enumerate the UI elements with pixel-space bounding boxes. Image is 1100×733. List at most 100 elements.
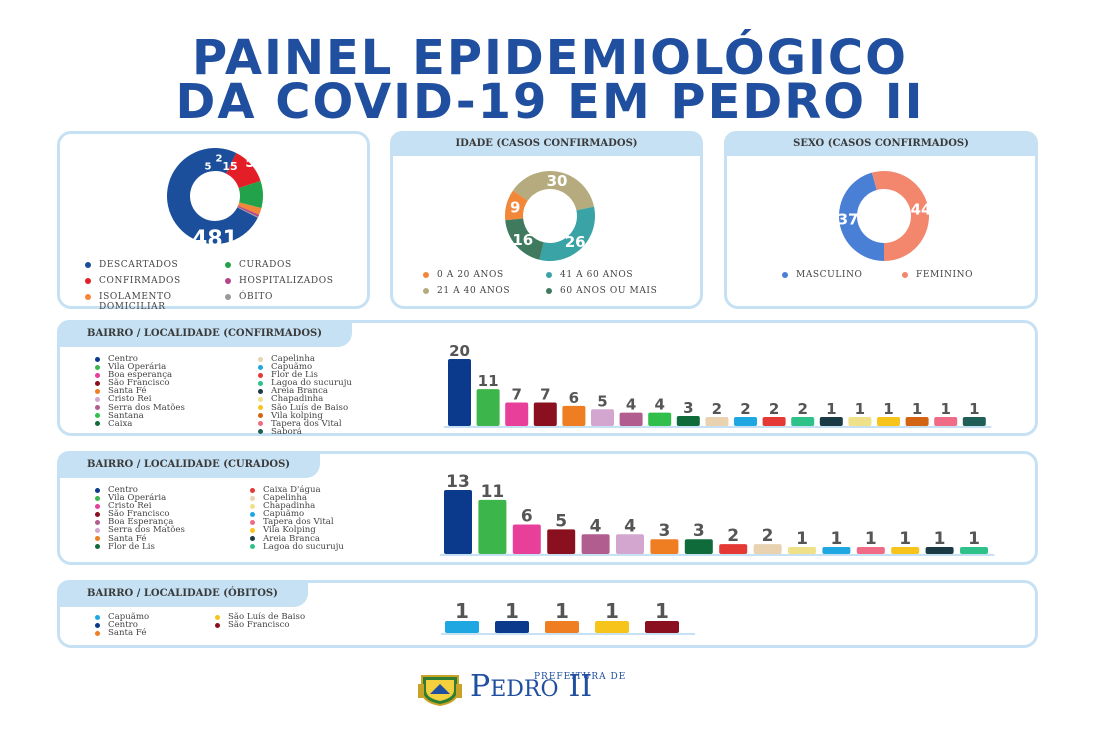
confirmed-legend-item-santa-fe: Santa Fé (95, 387, 185, 396)
deaths-legend-item-centro: Centro (95, 621, 149, 629)
cured-legend-item-tapera-dos-vital: Tapera dos Vital (250, 518, 344, 527)
bar-value-15: 1 (934, 529, 946, 549)
bar-19 (962, 417, 986, 426)
legend-swatch (95, 511, 100, 517)
legend-swatch (95, 364, 100, 370)
bar-value-13: 2 (797, 400, 807, 418)
bar-1 (444, 490, 472, 554)
bar-value-6: 4 (624, 516, 636, 536)
bar-value-14: 1 (826, 400, 836, 418)
legend-label: Tapera dos Vital (271, 418, 342, 429)
legend-item-feminino: FEMININO (902, 270, 1022, 280)
bar-4 (595, 621, 629, 633)
bar-5 (562, 405, 586, 426)
cured-bar-chart: 13 116 5 4 4 3 3 2 2 1 1 1 1 1 1 (440, 472, 995, 556)
bar-value-2: 11 (478, 372, 499, 390)
slice-label-0-a-20-anos: 9 (510, 198, 520, 216)
deaths-by-neighborhood-panel: BAIRRO / LOCALIDADE (ÓBITOS) Capuãmo Cent… (57, 580, 1038, 648)
bar-value-5: 1 (655, 599, 669, 623)
legend-label: São Luís de Baiso (271, 402, 349, 413)
confirmed-legend-item-sao-luis-de-baiso: São Luís de Baiso (258, 402, 352, 413)
bar-14 (891, 547, 920, 554)
legend-swatch (95, 356, 100, 362)
legend-item-hospitalizados: HOSPITALIZADOS (225, 276, 365, 286)
bar-value-4: 1 (605, 599, 619, 623)
bar-value-9: 2 (727, 526, 739, 546)
city-coat-of-arms-icon (418, 674, 462, 706)
legend-swatch (250, 495, 255, 501)
deaths-legend-item-sao-luis-de-baiso: São Luís de Baiso (215, 613, 305, 621)
legend-label: Lagoa do sucuruju (263, 541, 344, 552)
bar-18 (934, 417, 958, 426)
legend-swatch (95, 630, 100, 636)
deaths-legend-item-sao-francisco: São Francisco (215, 621, 305, 629)
bar-12 (762, 417, 786, 426)
slice-feminino (871, 171, 929, 261)
bar-3 (545, 621, 579, 633)
legend-label: Saborá (271, 426, 302, 437)
confirmed-legend-item-caixa: Caixa (95, 419, 185, 428)
bar-value-3: 7 (511, 386, 521, 404)
cured-by-neighborhood-panel: BAIRRO / LOCALIDADE (CURADOS) Centro Vila… (57, 451, 1038, 565)
age-panel: IDADE (CASOS CONFIRMADOS) 9 30 26 16 0 A 20… (390, 131, 703, 309)
age-panel-header: IDADE (CASOS CONFIRMADOS) (390, 131, 703, 156)
legend-item-41-60: 41 A 60 ANOS (546, 270, 686, 280)
slice-label-isolamento-domiciliar: 15 (222, 160, 237, 173)
cured-legend-item-capuamo: Capuãmo (250, 510, 344, 519)
legend-label: Centro (108, 620, 138, 631)
cured-legend-item-capelinha: Capelinha (250, 494, 344, 502)
bar-11 (788, 547, 816, 554)
deaths-legend-item-santa-fe: Santa Fé (95, 628, 149, 639)
legend-label: São Francisco (108, 378, 170, 389)
bar-4 (547, 529, 576, 554)
bar-value-2: 11 (481, 482, 505, 502)
sex-panel: SEXO (CASOS CONFIRMADOS) 37 44 MASCULINO … (724, 131, 1038, 309)
legend-label: Lagoa do sucuruju (271, 378, 352, 389)
logo-letter-p: P (470, 669, 491, 704)
legend-label: Cristo Rei (108, 501, 152, 512)
slice-60-anos-ou-mais (505, 218, 544, 260)
bar-value-15: 1 (855, 400, 865, 418)
legend-swatch (95, 527, 100, 533)
bar-11 (734, 417, 757, 426)
bar-6 (591, 409, 614, 426)
legend-label: São Francisco (108, 509, 170, 520)
bar-15 (848, 417, 872, 426)
confirmed-legend-item-tapera-dos-vital: Tapera dos Vital (258, 418, 352, 429)
legend-swatch (95, 519, 100, 525)
legend-swatch (258, 429, 263, 435)
slice-label-obito: 2 (216, 154, 223, 165)
cured-legend-item-flor-de-lis: Flor de Lis (95, 542, 185, 551)
cured-legend-item-caixa-d-agua: Caixa D'água (250, 486, 344, 494)
legend-swatch (258, 413, 263, 419)
sex-donut-chart: 37 44 (838, 171, 931, 261)
bar-2 (478, 499, 507, 554)
confirmed-legend-item-capuamo: Capuãmo (258, 363, 352, 371)
legend-label: Santa Fé (108, 628, 147, 639)
confirmed-legend-item-areia-branca: Areia Branca (258, 387, 352, 396)
cured-legend-col2: Caixa D'água Capelinha Chapadinha Capuãmo Ta… (250, 486, 344, 551)
bar-value-7: 4 (626, 396, 636, 414)
legend-item-descartados: DESCARTADOS (85, 260, 225, 270)
legend-swatch (95, 503, 100, 509)
bar-2 (495, 621, 529, 633)
legend-label: Capuãmo (271, 362, 313, 373)
logo-word: EDRO (490, 677, 559, 702)
legend-swatch (95, 388, 100, 394)
page-title-line1: PAINEL EPIDEMIOLÓGICO (192, 30, 908, 86)
cured-panel-header: BAIRRO / LOCALIDADE (CURADOS) (57, 451, 321, 478)
legend-item-obito: ÓBITO (225, 292, 365, 312)
logo-numeral: II (568, 669, 593, 704)
legend-item-isolamento: ISOLAMENTO DOMICILIAR (85, 292, 185, 312)
confirmed-legend-item-chapadinha: Chapadinha (258, 395, 352, 404)
confirmed-by-neighborhood-panel: BAIRRO / LOCALIDADE (CONFIRMADOS) Centro… (57, 320, 1038, 436)
confirmed-legend-item-vila-operaria: Vila Operária (95, 363, 185, 371)
bar-value-11: 1 (796, 529, 808, 549)
legend-label: Chapadinha (263, 501, 316, 512)
confirmed-legend-item-centro: Centro (95, 355, 185, 363)
cured-legend-item-vila-kolping: Vila Kolping (250, 526, 344, 535)
bar-value-12: 1 (830, 529, 842, 549)
slice-hospitalizados (237, 205, 260, 217)
bar-3 (512, 524, 541, 554)
